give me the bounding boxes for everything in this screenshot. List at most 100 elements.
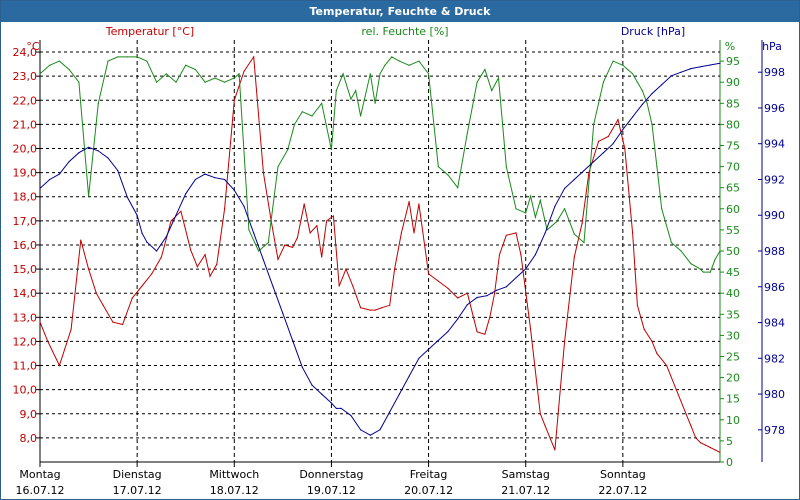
pressure-data-point bbox=[389, 411, 391, 413]
pressure-data-point bbox=[486, 295, 488, 297]
temperature-data-point bbox=[573, 256, 575, 258]
temperature-data-point bbox=[58, 364, 61, 367]
pressure-data-point bbox=[175, 214, 177, 216]
day-date-label: 20.07.12 bbox=[404, 484, 453, 497]
day-date-label: 18.07.12 bbox=[210, 484, 259, 497]
window-title: Temperatur, Feuchte & Druck bbox=[1, 1, 799, 22]
temperature-tick-label: 24,0 bbox=[13, 46, 38, 59]
pressure-data-point bbox=[311, 384, 313, 386]
pressure-tick-label: 996 bbox=[764, 102, 785, 115]
temperature-data-point bbox=[466, 292, 468, 294]
temperature-data-point bbox=[70, 328, 72, 330]
pressure-data-point bbox=[39, 187, 41, 189]
humidity-data-point bbox=[287, 149, 289, 151]
tick-layer: 8,0 9,0 10,0 11,0 12,0 13,0 14,0 15,0 16,0 17,0 18… bbox=[13, 46, 786, 497]
temperature-data-point bbox=[151, 273, 153, 275]
temperature-data-point bbox=[47, 340, 49, 342]
pressure-tick-label: 982 bbox=[764, 352, 785, 365]
pressure-data-point bbox=[593, 161, 595, 163]
day-weekday-label: Montag bbox=[19, 468, 60, 481]
humidity-data-point bbox=[224, 81, 226, 83]
humidity-data-point bbox=[428, 73, 430, 75]
temperature-data-point bbox=[530, 328, 532, 330]
humidity-data-point bbox=[680, 250, 682, 252]
temperature-data-point bbox=[505, 234, 507, 236]
temperature-data-point bbox=[292, 246, 294, 248]
temperature-data-point bbox=[494, 292, 496, 294]
humidity-tick-label: 50 bbox=[726, 245, 740, 258]
humidity-data-point bbox=[277, 166, 279, 168]
humidity-data-point bbox=[146, 60, 148, 62]
pressure-data-point bbox=[428, 348, 430, 350]
pressure-data-point bbox=[466, 304, 468, 306]
pressure-data-point bbox=[360, 429, 362, 431]
humidity-axis-label: rel. Feuchte [%] bbox=[361, 25, 448, 38]
temperature-axis-label: Temperatur [°C] bbox=[105, 25, 194, 38]
pressure-data-point bbox=[185, 193, 187, 195]
temperature-data-point bbox=[131, 297, 133, 299]
humidity-data-point bbox=[301, 111, 303, 113]
humidity-tick-label: 30 bbox=[726, 329, 740, 342]
humidity-data-point bbox=[447, 174, 449, 176]
temperature-data-point bbox=[122, 323, 124, 326]
humidity-data-point bbox=[525, 212, 527, 214]
temperature-data-point bbox=[381, 307, 383, 309]
temperature-tick-label: 14,0 bbox=[13, 287, 38, 300]
pressure-data-point bbox=[194, 178, 196, 181]
pressure-data-point bbox=[457, 318, 459, 320]
pressure-data-point bbox=[78, 152, 80, 154]
pressure-data-point bbox=[719, 62, 721, 64]
humidity-data-point bbox=[175, 81, 177, 83]
humidity-tick-label: 5 bbox=[726, 435, 733, 448]
humidity-data-point bbox=[49, 64, 51, 66]
humidity-data-point bbox=[379, 73, 381, 75]
humidity-tick-label: 15 bbox=[726, 393, 740, 406]
temperature-data-point bbox=[394, 268, 396, 270]
pressure-data-point bbox=[661, 84, 663, 86]
humidity-data-point bbox=[497, 77, 500, 79]
temperature-data-point bbox=[345, 268, 347, 270]
humidity-data-point bbox=[156, 81, 158, 83]
temperature-data-point bbox=[651, 340, 653, 342]
temperature-data-point bbox=[588, 172, 590, 174]
temperature-data-point bbox=[457, 297, 459, 299]
day-weekday-label: Sonntag bbox=[600, 468, 646, 481]
temperature-data-point bbox=[656, 352, 658, 355]
pressure-data-point bbox=[165, 236, 167, 238]
humidity-tick-label: 55 bbox=[726, 224, 740, 237]
humidity-data-point bbox=[97, 102, 99, 104]
pressure-data-point bbox=[97, 150, 99, 152]
temperature-data-point bbox=[428, 273, 430, 275]
temperature-tick-label: 17,0 bbox=[13, 215, 38, 228]
pressure-data-point bbox=[369, 434, 371, 436]
humidity-data-point bbox=[311, 115, 313, 117]
pressure-tick-label: 980 bbox=[764, 388, 785, 401]
temperature-tick-label: 15,0 bbox=[13, 263, 38, 276]
pressure-data-point bbox=[690, 68, 692, 70]
pressure-data-point bbox=[418, 357, 420, 359]
humidity-data-point bbox=[233, 77, 235, 79]
pressure-data-point bbox=[700, 66, 702, 68]
humidity-data-point bbox=[719, 250, 721, 252]
humidity-data-point bbox=[117, 56, 119, 58]
pressure-tick-label: 984 bbox=[764, 317, 785, 330]
pressure-data-point bbox=[224, 178, 226, 181]
temperature-data-point bbox=[332, 215, 334, 217]
temperature-data-point bbox=[338, 285, 340, 287]
humidity-data-point bbox=[384, 64, 386, 66]
temperature-data-point bbox=[389, 304, 391, 306]
pressure-data-point bbox=[156, 250, 158, 252]
temperature-tick-label: 18,0 bbox=[13, 191, 38, 204]
pressure-data-point bbox=[292, 339, 294, 341]
pressure-data-point bbox=[612, 143, 614, 145]
pressure-data-point bbox=[68, 161, 70, 163]
temperature-data-point bbox=[709, 446, 711, 449]
humidity-data-point bbox=[374, 102, 376, 104]
pressure-data-point bbox=[408, 375, 410, 377]
pressure-data-point bbox=[214, 177, 216, 179]
day-date-label: 16.07.12 bbox=[16, 484, 65, 497]
temperature-data-point bbox=[408, 201, 410, 203]
humidity-data-point bbox=[321, 102, 323, 104]
humidity-data-point bbox=[355, 90, 357, 92]
temperature-data-point bbox=[95, 292, 97, 294]
